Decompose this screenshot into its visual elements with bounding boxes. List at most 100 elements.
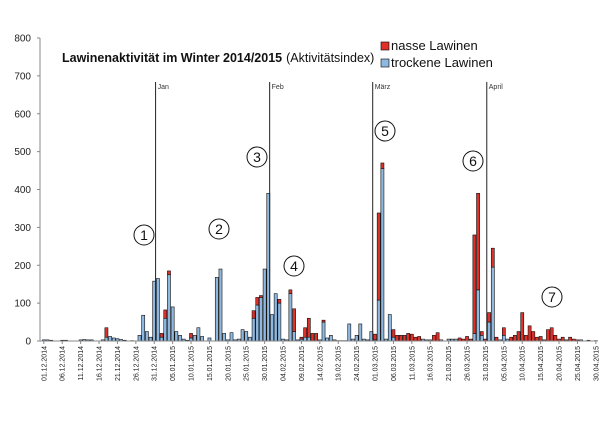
bar-dry xyxy=(200,336,204,342)
x-tick-label: 05.04.2015 xyxy=(501,346,508,381)
bar-dry xyxy=(391,336,396,342)
x-tick-label: 15.04.2015 xyxy=(538,346,545,381)
bar-wet xyxy=(546,329,550,342)
bar-dry xyxy=(214,277,219,342)
bar-dry xyxy=(472,333,477,342)
bar-dry xyxy=(487,321,491,342)
bar-dry xyxy=(358,323,363,342)
bar-dry xyxy=(501,335,506,342)
bar-dry xyxy=(490,266,495,342)
bar-dry xyxy=(255,304,260,342)
annotation-label: 2 xyxy=(215,221,223,237)
bar-wet xyxy=(321,319,326,323)
x-tick-label: 06.12.2014 xyxy=(60,346,67,381)
bar-wet xyxy=(303,327,307,338)
annotations: 1 2 3 4 5 6 7 xyxy=(133,120,563,308)
bar-wet xyxy=(104,327,109,338)
x-tick-label: 15.01.2015 xyxy=(207,346,214,381)
bar-dry xyxy=(145,331,149,342)
legend-swatch-dry xyxy=(380,58,390,68)
x-tick-label: 26.12.2014 xyxy=(133,346,140,381)
legend-label-dry: trockene Lawinen xyxy=(391,55,493,70)
month-label: März xyxy=(375,84,391,91)
bar-dry xyxy=(148,336,153,342)
y-tick-label: 700 xyxy=(14,71,31,82)
bar-wet xyxy=(373,333,377,341)
bar-dry xyxy=(240,329,245,342)
bar-dry xyxy=(244,331,249,342)
legend: nasse Lawinen trockene Lawinen xyxy=(380,38,493,70)
bar-dry xyxy=(380,168,385,342)
bar-wet xyxy=(409,333,414,342)
bars xyxy=(41,162,598,342)
bar-wet xyxy=(490,247,495,268)
annotation-circle xyxy=(541,286,563,308)
bar-wet xyxy=(476,192,480,291)
bar-wet xyxy=(288,289,293,294)
x-tick-label: 06.03.2015 xyxy=(391,346,398,381)
bar-dry xyxy=(229,332,234,342)
bar-wet xyxy=(479,331,484,336)
bar-dry xyxy=(262,268,267,342)
annotation-circle xyxy=(374,120,396,142)
x-tick-label: 31.03.2015 xyxy=(483,346,490,381)
x-tick-label: 26.03.2015 xyxy=(465,346,472,381)
y-tick-label: 0 xyxy=(25,337,31,348)
month-label: Jan xyxy=(158,84,169,91)
annotation-label: 4 xyxy=(290,258,298,274)
bar-dry xyxy=(270,314,274,342)
bar-wet xyxy=(553,335,558,342)
annotation-label: 3 xyxy=(253,149,261,165)
bar-wet xyxy=(255,297,260,306)
y-tick-label: 500 xyxy=(14,147,31,158)
bar-wet xyxy=(413,336,418,342)
bar-dry xyxy=(170,306,175,342)
annotation-circle xyxy=(246,146,268,168)
bar-wet xyxy=(306,317,311,338)
bar-wet xyxy=(398,335,403,342)
bar-wet xyxy=(516,331,521,342)
bar-wet xyxy=(406,333,410,342)
legend-label-wet: nasse Lawinen xyxy=(391,38,478,53)
bar-wet xyxy=(259,295,263,298)
y-tick-label: 400 xyxy=(14,185,31,196)
annotation-circle xyxy=(283,255,305,277)
bar-dry xyxy=(277,302,282,342)
month-label: Feb xyxy=(272,84,284,91)
bar-wet xyxy=(292,308,296,332)
bar-dry xyxy=(104,336,109,342)
bar-wet xyxy=(299,336,304,340)
x-tick-label: 21.03.2015 xyxy=(446,346,453,381)
bar-wet xyxy=(472,234,477,334)
bar-dry xyxy=(479,335,484,342)
bar-dry xyxy=(167,274,171,342)
bar-wet xyxy=(549,327,554,342)
x-tick-label: 30.04.2015 xyxy=(593,346,600,381)
x-tick-label: 04.02.2015 xyxy=(281,346,288,381)
bar-wet xyxy=(395,335,399,342)
bar-wet xyxy=(524,335,528,342)
bar-dry xyxy=(273,293,278,342)
bar-wet xyxy=(432,335,436,342)
x-tick-label: 11.03.2015 xyxy=(409,346,416,381)
bar-dry xyxy=(259,297,263,342)
bar-dry xyxy=(251,317,256,342)
bar-dry xyxy=(376,299,381,342)
bar-wet xyxy=(568,336,572,342)
bar-wet xyxy=(376,212,381,301)
bar-wet xyxy=(520,312,525,342)
bar-dry xyxy=(347,323,352,342)
x-tick-label: 10.04.2015 xyxy=(520,346,527,381)
bar-wet xyxy=(527,325,532,342)
bar-wet xyxy=(380,162,385,169)
y-tick-label: 300 xyxy=(14,223,31,234)
x-tick-label: 20.04.2015 xyxy=(557,346,564,381)
y-tick-label: 600 xyxy=(14,109,31,120)
bar-wet xyxy=(465,336,469,342)
bar-wet xyxy=(314,333,318,342)
bar-dry xyxy=(192,335,197,342)
bar-dry xyxy=(321,321,326,342)
bar-dry xyxy=(476,289,480,342)
bar-dry xyxy=(159,336,164,342)
